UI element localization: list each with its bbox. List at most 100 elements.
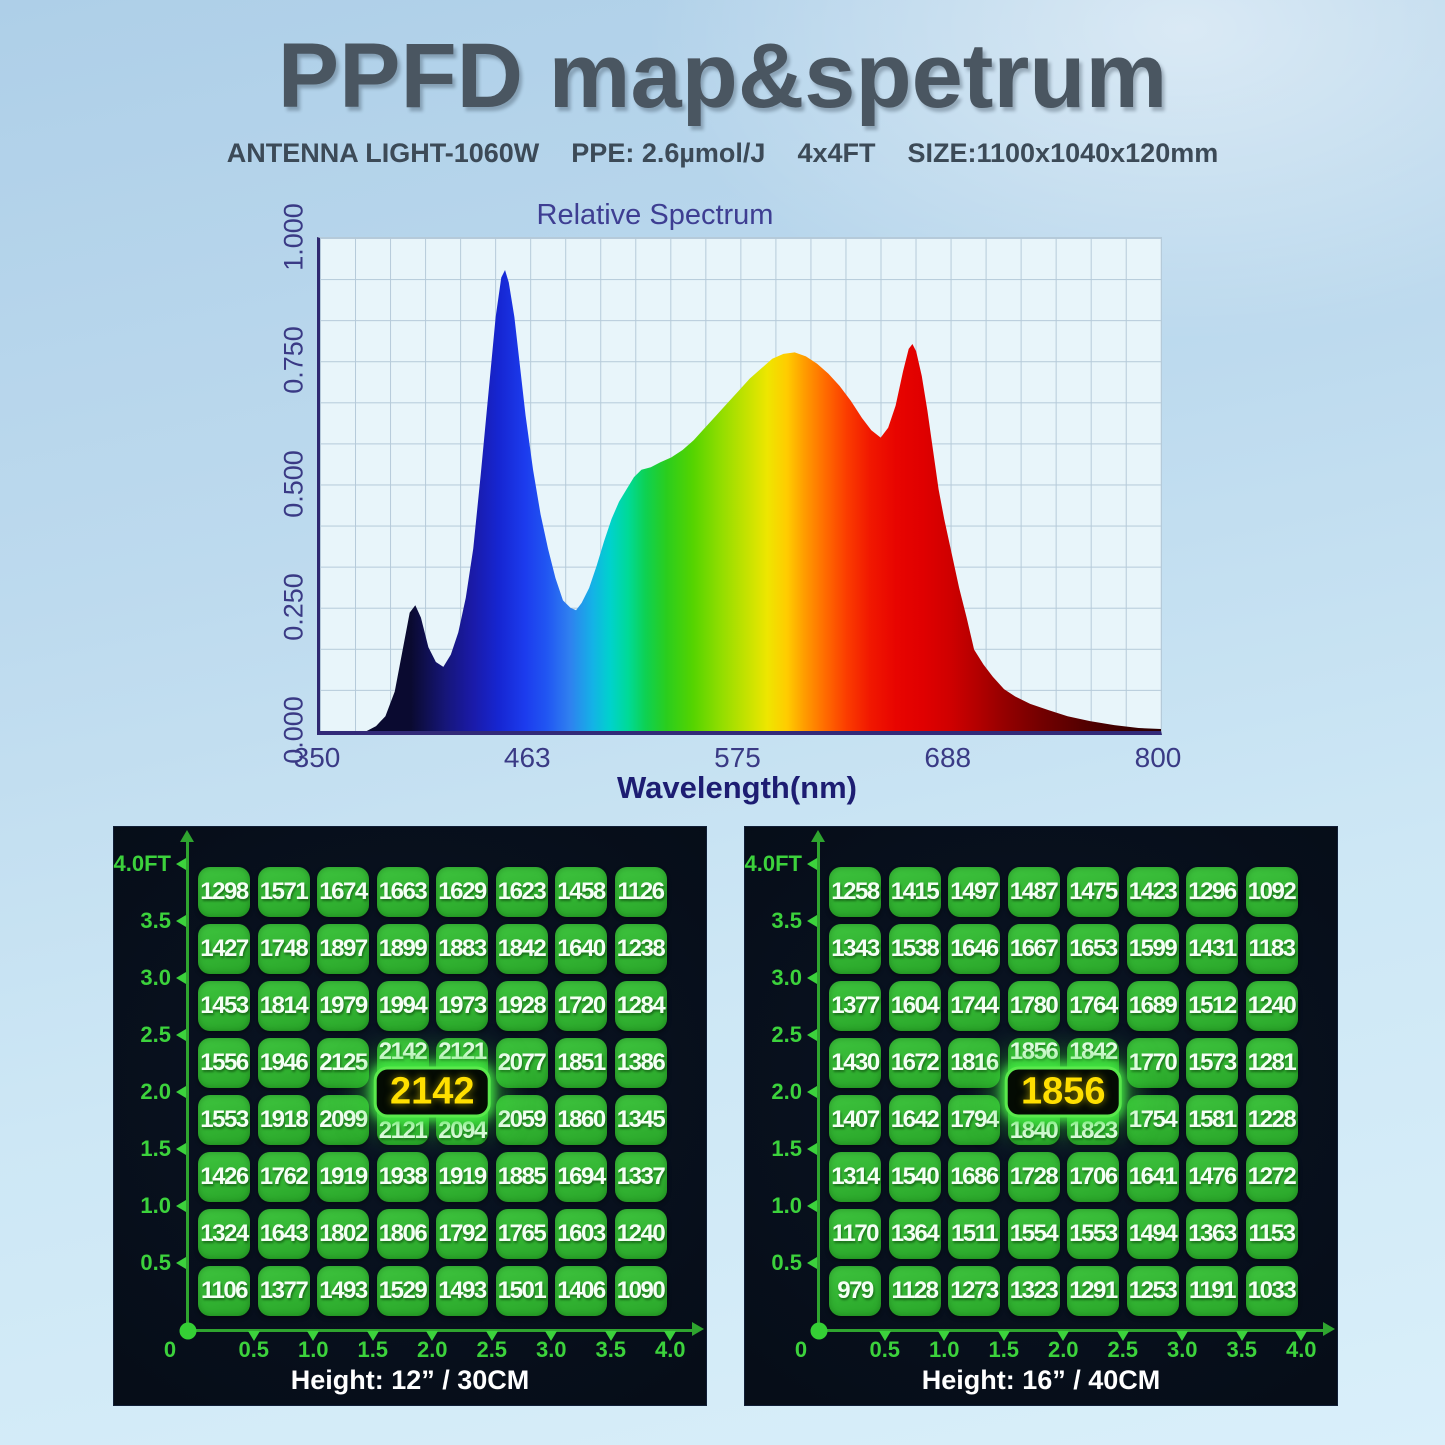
ppfd-cell: 1377 [829,981,881,1031]
map-y-tick-label: 1.0 [771,1192,802,1218]
ppfd-value: 1919 [319,1163,368,1190]
ppfd-value: 1770 [1128,1049,1178,1076]
map-y-tick [176,1256,186,1269]
map-y-tick-label: 3.0 [771,964,802,990]
ppfd-value: 1599 [1128,935,1178,962]
map-x-tick [545,1331,558,1341]
ppfd-cell: 1476 [1186,1152,1238,1202]
ppfd-cell: 1794 [948,1095,1000,1145]
ppfd-value: 1629 [438,878,487,905]
ppfd-value: 1573 [1188,1049,1237,1076]
ppfd-cell: 1556 [198,1038,250,1088]
ppfd-cell: 1694 [555,1152,607,1202]
center-ppfd-badge: 1856 [1004,1066,1122,1117]
ppfd-value: 1423 [1128,878,1178,905]
ppfd-cell: 1554 [1007,1209,1060,1259]
ppfd-value: 2121 [378,1117,428,1144]
ppfd-value: 1343 [831,935,880,962]
ppfd-value: 1458 [557,878,606,905]
spec-model: ANTENNA LIGHT-1060W [226,138,540,168]
ppfd-cell: 1642 [888,1095,941,1145]
ppfd-cell: 1493 [436,1266,488,1316]
ppfd-value: 2099 [319,1106,368,1133]
ppfd-value: 1754 [1128,1106,1178,1133]
ppfd-cell: 1170 [829,1209,881,1259]
ppfd-cell: 2099 [317,1095,369,1145]
ppfd-cell: 1407 [829,1095,881,1145]
ppfd-cell: 2125 [317,1038,369,1088]
ppfd-cell: 1802 [317,1209,369,1259]
center-ppfd-badge: 2142 [373,1066,491,1117]
ppfd-cell: 1540 [888,1152,941,1202]
axis-arrow-up-icon [811,830,825,842]
ppfd-cell: 1324 [198,1209,250,1259]
y-tick-label: 1.000 [278,203,309,271]
ppfd-value: 1720 [557,992,606,1019]
ppfd-value: 1694 [557,1163,606,1190]
ppfd-value: 1493 [438,1277,487,1304]
ppfd-value: 1744 [950,992,999,1019]
map-y-tick-label: 0.5 [771,1249,802,1275]
ppfd-value: 1556 [200,1049,249,1076]
ppfd-cell: 1641 [1126,1152,1179,1202]
map-x-tick [664,1331,677,1341]
ppfd-cell: 1238 [614,924,667,974]
map-y-tick [807,857,817,870]
ppfd-cell: 1663 [376,867,429,917]
origin-dot [179,1322,196,1339]
ppfd-value: 1860 [557,1106,606,1133]
ppfd-cell: 1706 [1067,1152,1119,1202]
ppfd-cell: 1191 [1186,1266,1238,1316]
ppfd-value: 1706 [1069,1163,1118,1190]
page-title: PPFD map&spetrum [277,25,1168,127]
ppfd-value: 1842 [1069,1038,1118,1065]
ppfd-cell: 1406 [555,1266,607,1316]
map-y-tick-label: 2.0 [140,1078,171,1104]
ppfd-value: 1170 [831,1220,880,1247]
spectrum-area [366,270,1161,731]
ppfd-value: 1314 [831,1163,880,1190]
ppfd-value: 1973 [438,992,487,1019]
map-y-tick [176,1199,186,1212]
map-x-tick [1176,1331,1189,1341]
ppfd-cell: 1667 [1007,924,1060,974]
ppfd-value: 1851 [557,1049,606,1076]
map-y-tick-label: 2.0 [771,1078,802,1104]
ppfd-value: 1603 [557,1220,606,1247]
ppfd-value: 1554 [1009,1220,1059,1247]
ppfd-value: 1494 [1128,1220,1178,1247]
ppfd-cell: 1928 [495,981,548,1031]
ppfd-cell: 1573 [1186,1038,1238,1088]
ppfd-value: 1663 [378,878,428,905]
ppfd-cell: 1816 [948,1038,1000,1088]
ppfd-cell: 1806 [376,1209,429,1259]
ppfd-value: 1453 [200,992,249,1019]
ppfd-cell: 1153 [1245,1209,1298,1259]
ppfd-value: 1240 [1247,992,1297,1019]
ppfd-value: 1363 [1188,1220,1237,1247]
x-tick-label: 463 [503,742,551,773]
ppfd-value: 1126 [617,878,665,905]
map-y-tick-label: 2.5 [771,1021,802,1047]
map-y-tick [807,971,817,984]
ppfd-cell: 1885 [495,1152,548,1202]
ppfd-cell: 1314 [829,1152,881,1202]
ppfd-cell: 1281 [1245,1038,1298,1088]
ppfd-value: 1748 [259,935,309,962]
ppfd-value: 1918 [259,1106,309,1133]
ppfd-cell: 1291 [1067,1266,1119,1316]
ppfd-cell: 1033 [1245,1266,1298,1316]
ppfd-value: 1938 [378,1163,428,1190]
ppfd-cell: 1918 [257,1095,310,1145]
map-y-tick-label: 4.0FT [744,850,802,876]
ppfd-value: 1762 [259,1163,309,1190]
ppfd-value: 1407 [831,1106,880,1133]
map-x-tick [938,1331,951,1341]
ppfd-value: 1856 [1009,1038,1059,1065]
ppfd-cell: 1946 [257,1038,310,1088]
ppfd-value: 1291 [1069,1277,1118,1304]
ppfd-value: 1642 [890,1106,940,1133]
ppfd-cell: 1345 [614,1095,667,1145]
map-x-axis [186,1329,692,1332]
ppfd-value: 1897 [319,935,368,962]
